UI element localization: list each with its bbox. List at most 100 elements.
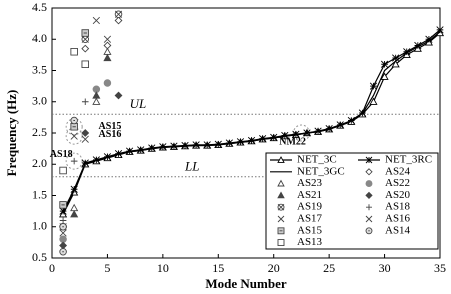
line-marker: [236, 138, 245, 146]
y-tick-label: 4.5: [32, 0, 47, 14]
scatter-point: [59, 235, 67, 243]
scatter-point: [81, 98, 89, 106]
scatter-point: [81, 129, 90, 137]
scatter-point: [70, 116, 78, 125]
scatter-point: [70, 123, 78, 131]
scatter-point: [70, 210, 79, 218]
scatter-point: [81, 135, 89, 143]
legend-label: AS19: [297, 201, 323, 213]
line-marker: [380, 60, 389, 68]
scatter-point: [70, 48, 78, 56]
scatter-point: [81, 35, 90, 43]
legend-label: AS17: [297, 213, 323, 225]
annotation: AS18: [50, 149, 73, 160]
y-tick-label: 1.0: [32, 219, 47, 233]
line-marker: [369, 82, 378, 90]
scatter-point: [103, 53, 112, 62]
series-line: [62, 31, 441, 214]
annotation: AS15: [99, 121, 122, 132]
line-marker: [137, 146, 145, 154]
legend-marker: [277, 191, 285, 199]
scatter-point: [59, 229, 67, 237]
scatter-point: [70, 132, 78, 140]
scatter-point: [81, 29, 90, 37]
y-tick-label: 4.0: [32, 31, 47, 45]
line-marker: [314, 127, 322, 135]
x-tick-label: 20: [268, 261, 280, 275]
annotation: AS16: [99, 129, 122, 140]
scatter-point: [81, 60, 90, 68]
line-marker: [192, 141, 200, 149]
x-tick-label: 35: [434, 261, 446, 275]
line-marker: [391, 60, 400, 68]
legend-marker: [365, 227, 373, 235]
legend-marker: [365, 168, 373, 176]
line-marker: [81, 159, 89, 167]
line-marker: [103, 153, 112, 161]
y-tick-label: 1.5: [32, 187, 47, 201]
legend-label: AS13: [297, 236, 323, 248]
x-tick-label: 10: [157, 261, 169, 275]
annotation: NM22: [279, 137, 306, 148]
line-marker: [292, 130, 300, 138]
x-tick-label: 25: [323, 261, 335, 275]
scatter-point: [114, 16, 123, 25]
x-tick-label: 5: [104, 261, 110, 275]
x-axis-label: Mode Number: [205, 276, 286, 291]
line-marker: [114, 150, 123, 158]
line-marker: [59, 207, 67, 215]
line-marker: [425, 35, 433, 43]
scatter-point: [81, 44, 90, 53]
legend-marker: [277, 203, 285, 211]
reference-label: LL: [184, 159, 199, 174]
line-marker: [214, 140, 222, 148]
legend-label: NET_3RC: [385, 154, 432, 166]
scatter-point: [92, 85, 101, 93]
y-tick-label: 0.5: [32, 250, 47, 264]
line-marker: [380, 72, 389, 80]
scatter-point: [114, 91, 123, 100]
line-marker: [125, 147, 134, 155]
legend-label: AS18: [385, 201, 411, 213]
scatter-point: [59, 201, 67, 209]
line-marker: [392, 54, 400, 62]
legend-label: AS14: [385, 224, 411, 236]
y-tick-label: 3.5: [32, 62, 47, 76]
x-tick-label: 30: [379, 261, 391, 275]
line-marker: [170, 142, 178, 150]
line-marker: [369, 97, 378, 105]
line-marker: [181, 141, 189, 150]
legend-marker: [365, 180, 373, 187]
legend-marker: [365, 191, 373, 200]
legend-box: [265, 152, 439, 250]
line-marker: [403, 48, 411, 56]
legend-marker: [365, 156, 373, 164]
legend-marker: [366, 204, 372, 211]
legend-marker: [277, 179, 285, 187]
legend-label: AS20: [385, 189, 411, 201]
legend-marker: [365, 215, 373, 223]
line-marker: [159, 143, 167, 151]
line-marker: [436, 26, 444, 34]
line-marker: [203, 141, 211, 149]
line-marker: [270, 133, 278, 141]
reference-label: UL: [130, 96, 147, 111]
legend-marker: [277, 215, 285, 223]
legend-label: AS21: [297, 189, 322, 201]
legend-marker: [277, 227, 285, 235]
scatter-point: [92, 91, 101, 99]
line-marker: [281, 131, 289, 140]
x-tick-label: 0: [49, 261, 55, 275]
legend-label: AS15: [297, 224, 323, 236]
y-tick-label: 2.0: [32, 156, 47, 170]
legend-marker: [277, 156, 285, 163]
line-marker: [225, 139, 233, 147]
legend-label: AS22: [385, 177, 410, 189]
line-marker: [414, 41, 422, 50]
scatter-point: [92, 97, 101, 105]
scatter-point: [59, 223, 67, 231]
scatter-point: [59, 166, 67, 175]
legend-label: AS24: [385, 165, 411, 177]
scatter-point: [103, 35, 112, 43]
